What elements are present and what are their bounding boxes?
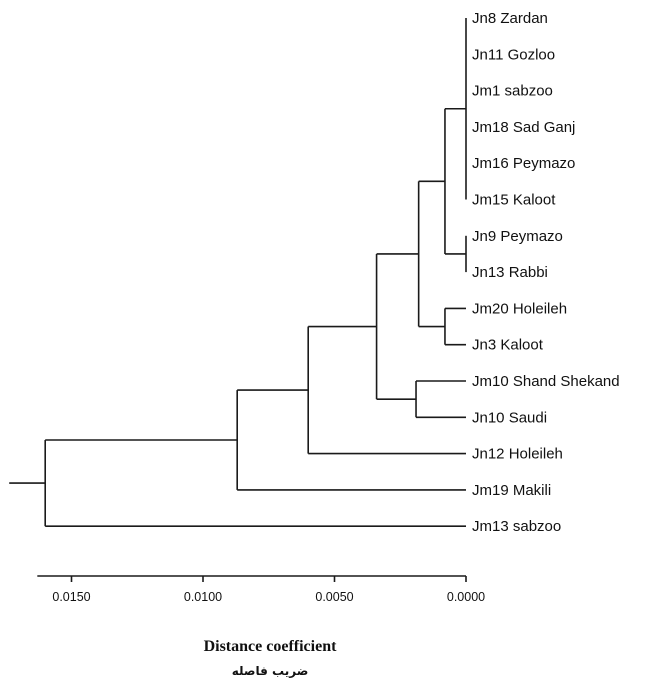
axis-tick-label: 0.0050 [315,590,353,604]
leaf-label: Jm16 Peymazo [472,155,575,172]
leaf-label: Jn8 Zardan [472,10,548,27]
leaf-label: Jm13 sabzoo [472,518,561,535]
axis-tick-label: 0.0150 [52,590,90,604]
dendrogram-branches [9,18,467,528]
leaf-label: Jm10 Shand Shekand [472,373,620,390]
leaf-label: Jn12 Holeileh [472,446,563,463]
leaf-label: Jm19 Makili [472,482,551,499]
leaf-label: Jn11 Gozloo [472,46,555,63]
leaf-label: Jn13 Rabbi [472,264,548,281]
axis-title: Distance coefficient [203,638,337,655]
axis-tick-label: 0.0100 [184,590,222,604]
leaf-label: Jn9 Peymazo [472,228,563,245]
leaf-label: Jn3 Kaloot [472,337,544,354]
axis-title-persian: ضریب فاصله [231,664,309,678]
leaf-label: Jn10 Saudi [472,409,547,426]
axis-tick-label: 0.0000 [447,590,485,604]
distance-axis: 0.0150 0.0100 0.0050 0.0000 [37,575,485,604]
leaf-label: Jm18 Sad Ganj [472,119,575,136]
leaf-label: Jm1 sabzoo [472,83,553,100]
leaf-label: Jm15 Kaloot [472,192,556,209]
leaf-labels: Jn8 Zardan Jn11 Gozloo Jm1 sabzoo Jm18 Sad … [472,10,620,535]
leaf-label: Jm20 Holeileh [472,300,567,317]
